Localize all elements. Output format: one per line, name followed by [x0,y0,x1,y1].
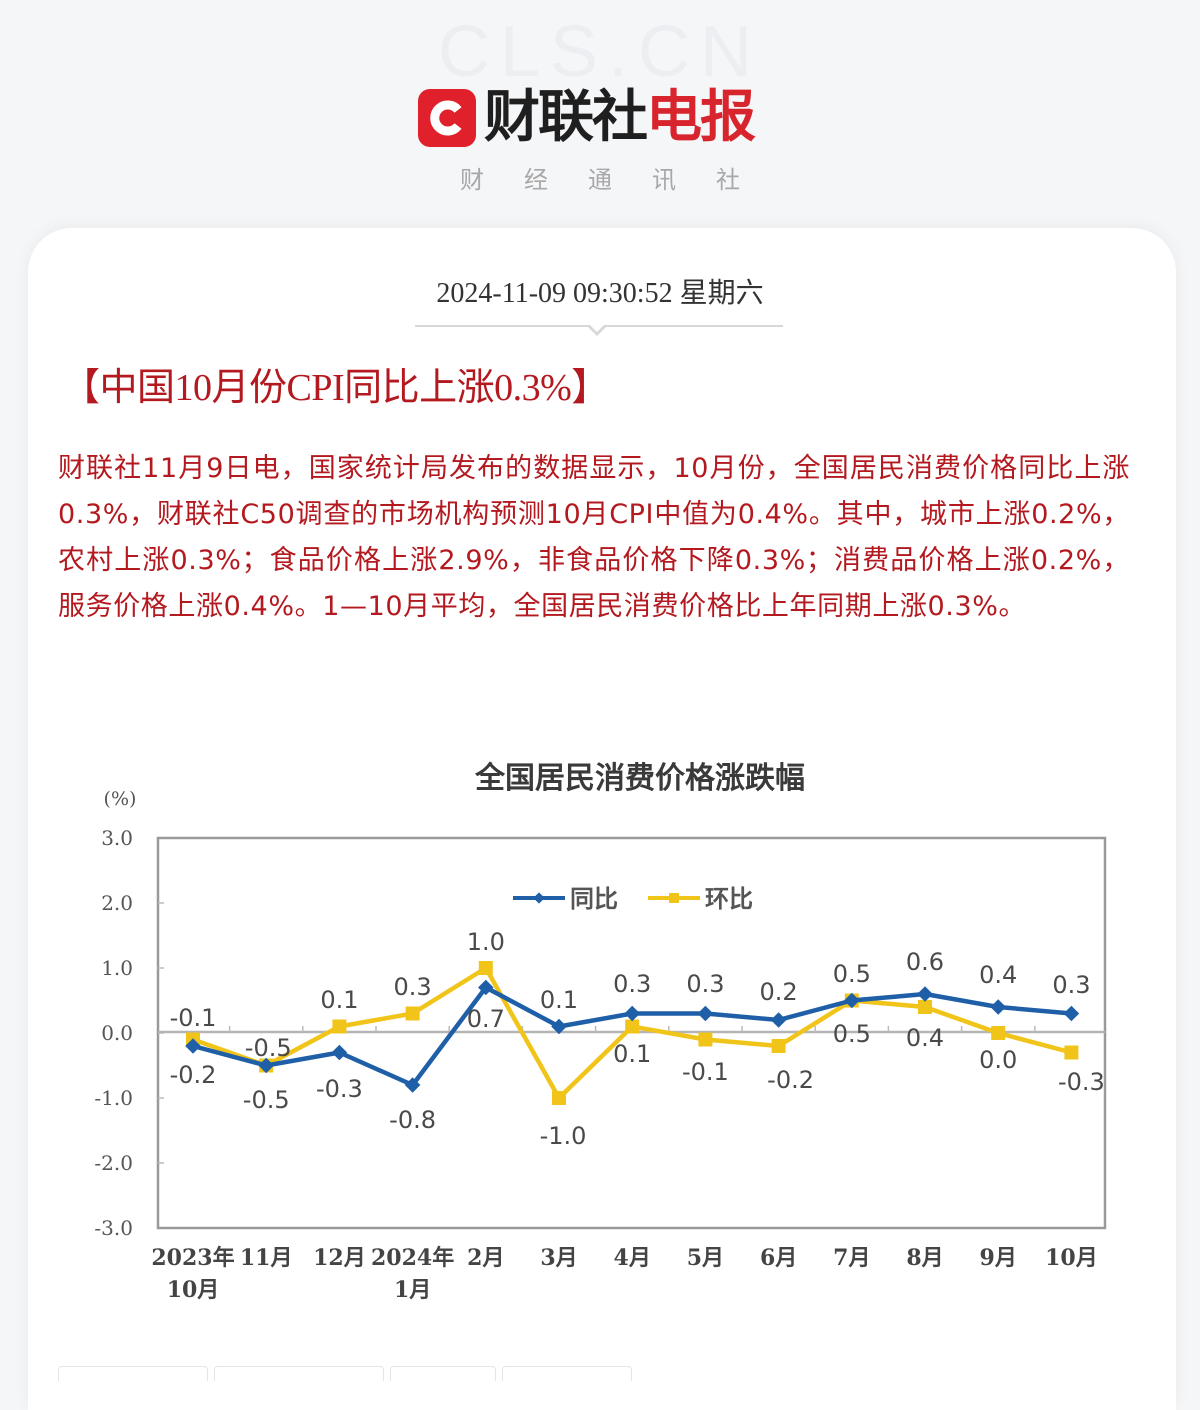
tag-chip[interactable] [502,1366,632,1381]
c-badge-icon [418,89,476,147]
bottom-tags [58,1366,632,1381]
logo-text-black: 财联社 [484,85,648,150]
tag-chip[interactable] [390,1366,496,1381]
tag-chip[interactable] [214,1366,384,1381]
tagline: 财经通讯社 [460,166,780,194]
divider-notch-icon [587,324,607,336]
tag-chip[interactable] [58,1366,208,1381]
cls-watermark: CLS.CN [437,12,763,92]
article-headline: 【中国10月份CPI同比上涨0.3%】 [62,367,609,409]
article-body: 财联社11月9日电，国家统计局发布的数据显示，10月份，全国居民消费价格同比上涨… [58,453,1130,622]
cls-logo: 财联社 电报 [418,85,756,150]
logo-text-red: 电报 [646,85,756,150]
article-datetime: 2024-11-09 09:30:52 星期六 [436,278,764,309]
